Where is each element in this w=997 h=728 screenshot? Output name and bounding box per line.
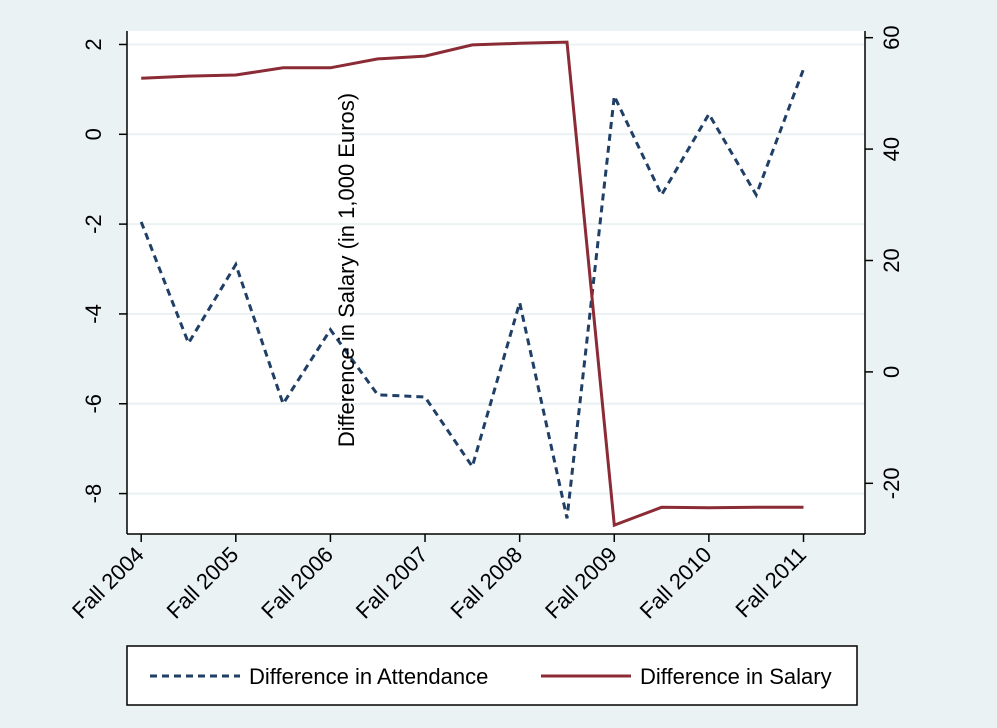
right-y-tick-label: 60	[879, 25, 904, 49]
right-y-tick-label: 40	[879, 137, 904, 161]
right-y-tick-label: 20	[879, 248, 904, 272]
left-y-tick-label: -6	[81, 394, 106, 414]
gridlines	[127, 43, 865, 495]
left-y-tick-label: -4	[81, 304, 106, 324]
attendance-series-line	[139, 68, 805, 519]
left-y-tick-label: 0	[81, 128, 106, 140]
left-y-tick-label: 2	[81, 38, 106, 50]
left-y-axis-ticks: 2 0 -2 -4 -6 -8	[81, 38, 127, 503]
left-y-tick-label: -8	[81, 484, 106, 504]
legend-label: Difference in Salary	[640, 664, 832, 689]
right-y-axis-ticks: 60 40 20 0 -20	[865, 25, 904, 499]
plot-area	[127, 31, 865, 534]
left-y-tick-label: -2	[81, 214, 106, 234]
legend: Difference in Attendance Difference in Sa…	[126, 645, 858, 706]
right-y-tick-label: -20	[879, 467, 904, 499]
legend-box	[126, 645, 858, 706]
right-y-tick-label: 0	[879, 366, 904, 378]
series-lines	[139, 40, 805, 528]
salary-series-line	[141, 40, 804, 528]
right-y-axis-title: Difference in Salary (in 1,000 Euros)	[334, 93, 359, 447]
legend-label: Difference in Attendance	[249, 664, 488, 689]
